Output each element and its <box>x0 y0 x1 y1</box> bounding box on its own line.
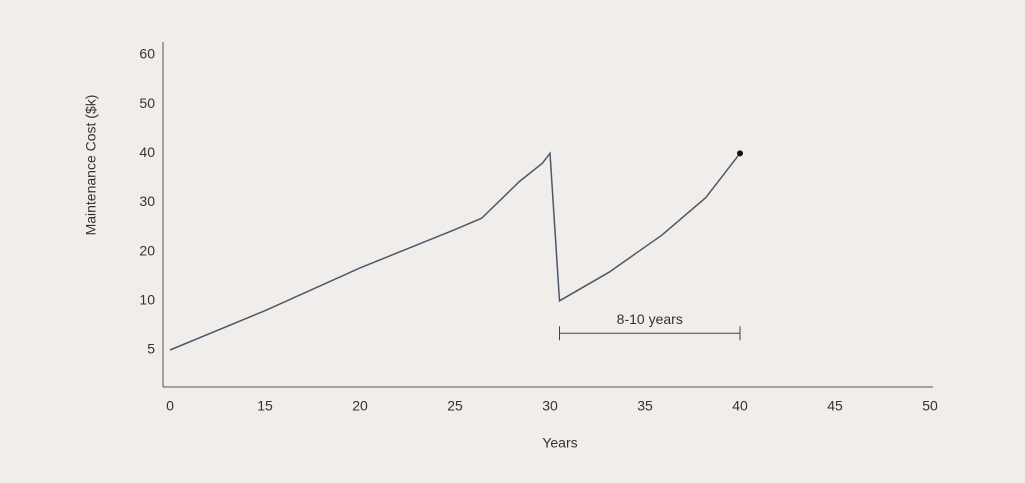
y-tick-label: 20 <box>139 242 155 258</box>
y-axis-label: Maintenance Cost ($k) <box>83 95 99 236</box>
y-tick-label: 30 <box>139 193 155 209</box>
x-tick-label: 30 <box>542 398 558 414</box>
x-axis-label: Years <box>542 435 577 451</box>
x-tick-label: 45 <box>827 398 843 414</box>
y-tick-label: 5 <box>147 341 155 357</box>
x-tick-label: 40 <box>732 398 748 414</box>
x-tick-label: 20 <box>352 398 368 414</box>
y-tick-label: 60 <box>139 46 155 62</box>
annotation-label: 8-10 years <box>617 311 683 327</box>
x-tick-label: 15 <box>257 398 273 414</box>
y-tick-label: 40 <box>139 144 155 160</box>
y-tick-label: 50 <box>139 95 155 111</box>
x-tick-label: 35 <box>637 398 653 414</box>
x-tick-label: 50 <box>922 398 938 414</box>
x-tick-label: 25 <box>447 398 463 414</box>
x-tick-label: 0 <box>166 398 174 414</box>
y-tick-label: 10 <box>139 292 155 308</box>
end-marker <box>737 150 743 157</box>
line <box>169 151 741 351</box>
